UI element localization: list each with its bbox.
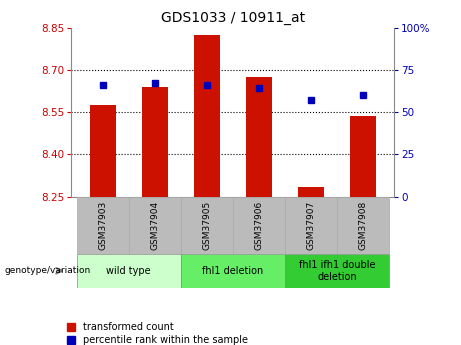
Bar [194, 34, 220, 197]
Text: GSM37906: GSM37906 [254, 200, 263, 250]
Bar [350, 116, 376, 197]
Bar [298, 187, 324, 197]
Text: fhl1 ifh1 double
deletion: fhl1 ifh1 double deletion [299, 260, 375, 282]
Bar [90, 105, 116, 197]
Bar [246, 77, 272, 197]
Bar [285, 254, 389, 288]
Text: GSM37907: GSM37907 [307, 200, 315, 250]
Title: GDS1033 / 10911_at: GDS1033 / 10911_at [161, 11, 305, 25]
Text: GSM37903: GSM37903 [98, 200, 107, 250]
Text: GSM37908: GSM37908 [358, 200, 367, 250]
Text: wild type: wild type [106, 266, 151, 276]
Text: GSM37905: GSM37905 [202, 200, 211, 250]
Bar [337, 197, 389, 254]
Text: genotype/variation: genotype/variation [5, 266, 91, 275]
Bar [285, 197, 337, 254]
Text: GSM37904: GSM37904 [150, 200, 159, 250]
Bar [233, 197, 285, 254]
Bar [77, 254, 181, 288]
Bar [181, 197, 233, 254]
Bar [142, 87, 168, 197]
Bar [77, 197, 129, 254]
Text: fhl1 deletion: fhl1 deletion [202, 266, 263, 276]
Legend: transformed count, percentile rank within the sample: transformed count, percentile rank withi… [67, 322, 248, 345]
Bar [181, 254, 285, 288]
Bar [129, 197, 181, 254]
